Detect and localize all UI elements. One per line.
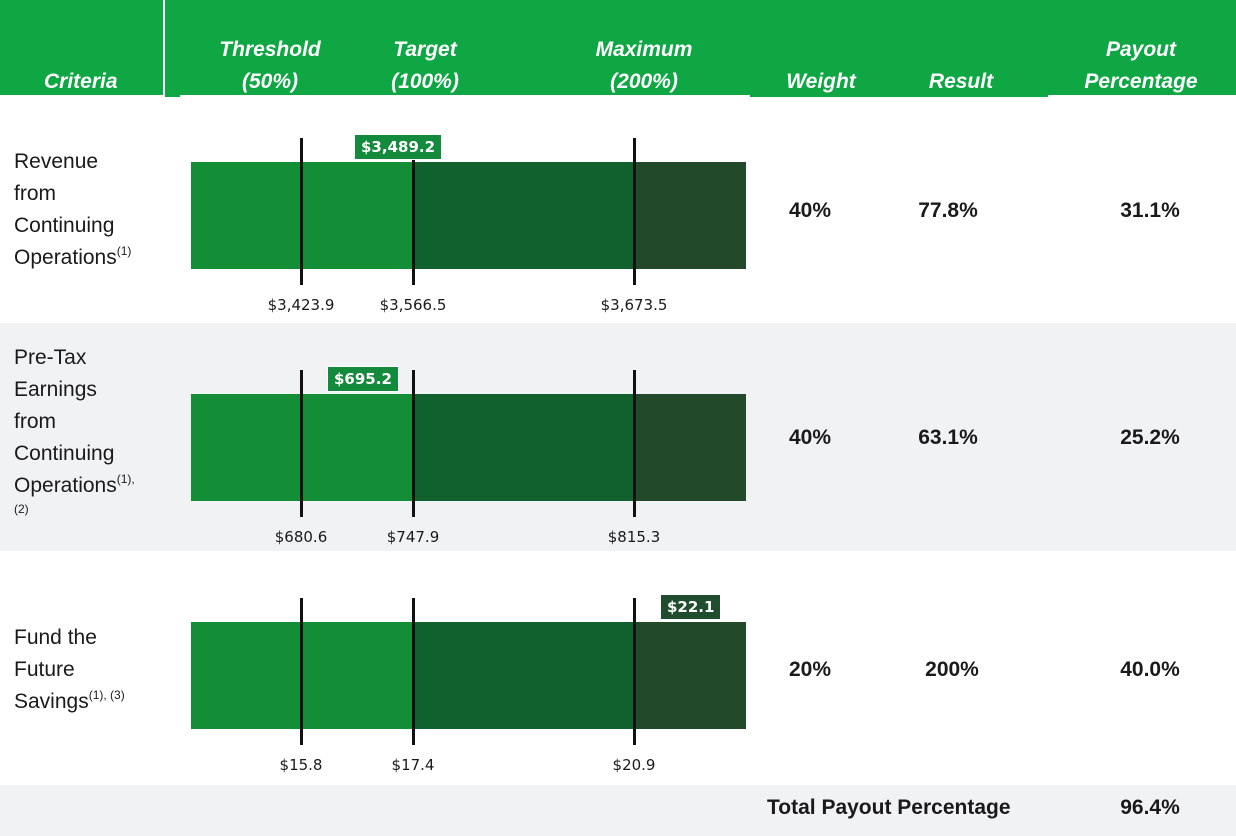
result-value: 200%: [925, 658, 979, 681]
maximum-value-label: $3,673.5: [600, 296, 668, 314]
criteria-line: from: [14, 182, 56, 205]
payout-value: 25.2%: [1120, 426, 1180, 449]
weight-value: 40%: [788, 426, 832, 449]
header-maximum-line2: (200%): [610, 70, 678, 93]
total-row-band: [0, 785, 1236, 836]
threshold-tick: [300, 598, 303, 745]
criteria-line: Revenue: [14, 150, 99, 173]
weight-value: 20%: [788, 658, 832, 681]
maximum-segment: [634, 622, 746, 729]
footnote-marker: (2): [14, 502, 29, 516]
header-payout-line2: Percentage: [1084, 70, 1198, 93]
total-payout-label: Total Payout Percentage: [767, 796, 1011, 819]
header-target-line1: Target: [393, 38, 457, 61]
header-target-line2: (100%): [391, 70, 459, 93]
total-payout-value: 96.4%: [1120, 796, 1180, 819]
criteria-line: Pre-Tax: [14, 346, 87, 369]
table-header: Criteria Threshold (50%) Target (100%) M…: [0, 0, 1236, 97]
criteria-revenue: Revenue from Continuing Operations(1): [14, 146, 131, 274]
header-rule: [1048, 95, 1236, 97]
header-maximum-line1: Maximum: [595, 38, 693, 61]
criteria-line: Savings: [14, 690, 89, 713]
criteria-line: Continuing: [14, 442, 115, 465]
target-segment: [413, 162, 634, 269]
header-weight: Weight: [786, 70, 856, 93]
maximum-segment: [634, 394, 746, 501]
target-value-label: $17.4: [391, 756, 435, 774]
result-value: 63.1%: [918, 426, 978, 449]
criteria-line: Operations: [14, 474, 117, 497]
maximum-value-label: $815.3: [607, 528, 661, 546]
threshold-value-label: $680.6: [274, 528, 328, 546]
result-value: 77.8%: [918, 199, 978, 222]
actual-result-badge: $695.2: [327, 366, 399, 392]
criteria-line: from: [14, 410, 56, 433]
maximum-tick: [633, 138, 636, 285]
header-rule: [0, 95, 163, 97]
maximum-tick: [633, 370, 636, 517]
criteria-line: Operations: [14, 246, 117, 269]
target-tick: [412, 598, 415, 745]
maximum-segment: [634, 162, 746, 269]
criteria-pretax-earnings: Pre-Tax Earnings from Continuing Operati…: [14, 342, 135, 516]
footnote-marker: (1), (3): [88, 688, 125, 702]
criteria-line: Fund the: [14, 626, 97, 649]
threshold-value-label: $15.8: [279, 756, 323, 774]
header-threshold-line2: (50%): [241, 70, 299, 93]
header-rule: [180, 95, 750, 97]
actual-result-badge: $3,489.2: [354, 134, 443, 160]
header-divider: [163, 0, 165, 97]
target-segment: [413, 622, 634, 729]
target-tick: [412, 370, 415, 517]
payout-value: 40.0%: [1120, 658, 1180, 681]
header-result: Result: [928, 70, 994, 93]
actual-result-badge: $22.1: [660, 594, 722, 620]
target-value-label: $3,566.5: [379, 296, 447, 314]
threshold-value-label: $3,423.9: [267, 296, 335, 314]
threshold-tick: [300, 138, 303, 285]
weight-value: 40%: [788, 199, 832, 222]
header-payout-line1: Payout: [1105, 38, 1177, 61]
payout-value: 31.1%: [1120, 199, 1180, 222]
footnote-marker: (1),: [116, 472, 135, 486]
target-segment: [413, 394, 634, 501]
criteria-line: Future: [14, 658, 75, 681]
target-tick: [412, 138, 415, 285]
header-criteria: Criteria: [44, 70, 118, 93]
criteria-line: Continuing: [14, 214, 115, 237]
criteria-line: Earnings: [14, 378, 97, 401]
footnote-marker: (1): [116, 244, 132, 258]
criteria-fund-the-future: Fund the Future Savings(1), (3): [14, 622, 125, 718]
maximum-value-label: $20.9: [612, 756, 656, 774]
maximum-tick: [633, 598, 636, 745]
threshold-tick: [300, 370, 303, 517]
target-value-label: $747.9: [386, 528, 440, 546]
header-threshold-line1: Threshold: [219, 38, 321, 61]
